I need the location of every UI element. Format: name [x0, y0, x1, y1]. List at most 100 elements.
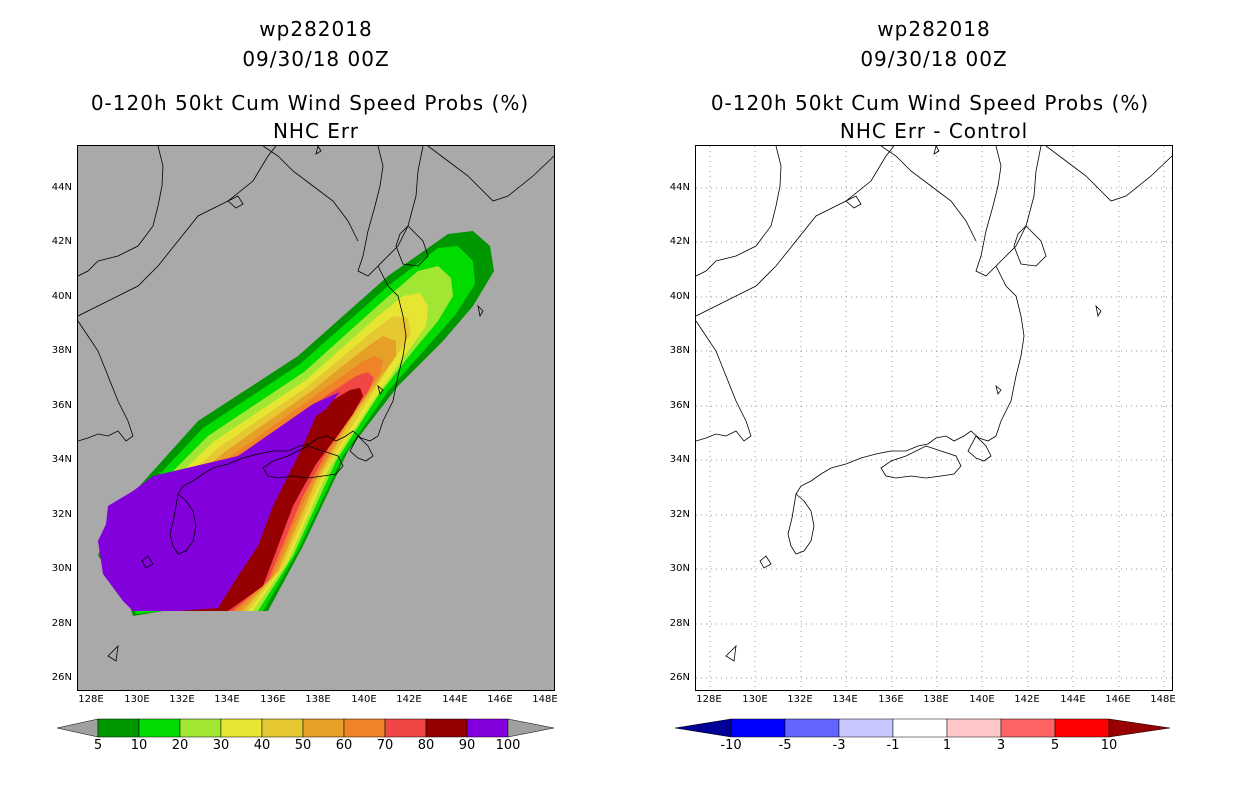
right-cbar-swatch	[838, 718, 894, 738]
right-cbar-label: 5	[1050, 738, 1060, 753]
right-lon-label: 146E	[1105, 694, 1131, 705]
left-cbar-label: 90	[458, 738, 476, 753]
right-cbar-label: 1	[942, 738, 952, 753]
right-lon-label: 144E	[1060, 694, 1086, 705]
right-cbar-swatch	[892, 718, 948, 738]
right-title-line2: 09/30/18 00Z	[860, 47, 1008, 71]
left-title-line3: 0-120h 50kt Cum Wind Speed Probs (%)	[90, 91, 530, 115]
left-cbar-label: 10	[130, 738, 148, 753]
right-lat-label: 28N	[669, 618, 690, 629]
left-title-line1: wp282018	[259, 17, 373, 41]
left-lat-label: 42N	[51, 236, 72, 247]
right-cbar-swatch	[784, 718, 840, 738]
left-map-panel	[77, 145, 555, 691]
left-cbar-label: 30	[212, 738, 230, 753]
right-lat-label: 40N	[669, 291, 690, 302]
left-lat-label: 36N	[51, 400, 72, 411]
left-lon-label: 134E	[214, 694, 240, 705]
right-cbar-cap-high	[1108, 718, 1171, 738]
left-lon-label: 146E	[487, 694, 513, 705]
right-lat-label: 32N	[669, 509, 690, 520]
left-lon-label: 138E	[305, 694, 331, 705]
left-lon-label: 144E	[442, 694, 468, 705]
right-cbar-swatch	[1000, 718, 1056, 738]
left-cbar-label: 5	[93, 738, 103, 753]
right-lon-label: 148E	[1150, 694, 1176, 705]
right-lon-label: 132E	[787, 694, 813, 705]
right-lat-label: 26N	[669, 672, 690, 683]
right-cbar-label: 10	[1100, 738, 1118, 753]
left-lat-label: 26N	[51, 672, 72, 683]
left-cbar-swatch	[466, 718, 509, 738]
left-cbar-label: 80	[417, 738, 435, 753]
left-title-line2: 09/30/18 00Z	[242, 47, 390, 71]
left-lon-label: 140E	[351, 694, 377, 705]
left-lat-label: 40N	[51, 291, 72, 302]
left-title-line4: NHC Err	[272, 119, 360, 143]
left-lon-label: 130E	[124, 694, 150, 705]
gridlines	[696, 146, 1172, 690]
left-lat-label: 34N	[51, 454, 72, 465]
left-lon-label: 132E	[169, 694, 195, 705]
right-lat-label: 36N	[669, 400, 690, 411]
left-lon-label: 128E	[78, 694, 104, 705]
left-lon-label: 136E	[260, 694, 286, 705]
right-cbar-cap-low	[675, 718, 732, 738]
right-lat-label: 38N	[669, 345, 690, 356]
right-cbar-label: -10	[720, 738, 742, 753]
right-lon-label: 134E	[832, 694, 858, 705]
right-map-panel	[695, 145, 1173, 691]
right-lat-label: 44N	[669, 182, 690, 193]
right-cbar-swatch	[1054, 718, 1110, 738]
left-lat-label: 44N	[51, 182, 72, 193]
left-cbar-swatch	[302, 718, 345, 738]
right-title-line3: 0-120h 50kt Cum Wind Speed Probs (%)	[710, 91, 1150, 115]
left-cbar-swatch	[138, 718, 181, 738]
right-lon-label: 130E	[742, 694, 768, 705]
left-cbar-swatch	[425, 718, 468, 738]
left-cbar-label: 100	[495, 738, 521, 753]
coastlines	[696, 146, 1172, 662]
left-cbar-swatch	[343, 718, 386, 738]
probability-swath	[98, 231, 494, 616]
right-title-line1: wp282018	[877, 17, 991, 41]
left-cbar-swatch	[179, 718, 222, 738]
left-lat-label: 32N	[51, 509, 72, 520]
left-lat-label: 38N	[51, 345, 72, 356]
left-cbar-label: 60	[335, 738, 353, 753]
left-lat-label: 30N	[51, 563, 72, 574]
left-cbar-swatch	[97, 718, 140, 738]
right-map-svg	[696, 146, 1172, 690]
left-cbar-swatch	[220, 718, 263, 738]
right-cbar-label: 3	[996, 738, 1006, 753]
left-map-svg	[78, 146, 554, 662]
right-cbar-label: -1	[886, 738, 900, 753]
left-lat-label: 28N	[51, 618, 72, 629]
left-cbar-label: 50	[294, 738, 312, 753]
right-cbar-label: -5	[778, 738, 792, 753]
coastlines	[78, 146, 554, 662]
right-lat-label: 34N	[669, 454, 690, 465]
right-lat-label: 42N	[669, 236, 690, 247]
left-cbar-label: 20	[171, 738, 189, 753]
left-cbar-cap-high	[507, 718, 555, 738]
right-lon-label: 140E	[969, 694, 995, 705]
left-cbar-label: 70	[376, 738, 394, 753]
left-lon-label: 148E	[532, 694, 558, 705]
left-cbar-swatch	[261, 718, 304, 738]
left-cbar-cap-low	[57, 718, 99, 738]
left-cbar-swatch	[384, 718, 427, 738]
left-cbar-label: 40	[253, 738, 271, 753]
right-title-line4: NHC Err - Control	[839, 119, 1029, 143]
left-lon-label: 142E	[396, 694, 422, 705]
right-cbar-swatch	[730, 718, 786, 738]
left-colorbar	[57, 718, 555, 738]
right-lon-label: 142E	[1014, 694, 1040, 705]
right-lat-label: 30N	[669, 563, 690, 574]
right-lon-label: 128E	[696, 694, 722, 705]
right-colorbar	[675, 718, 1171, 738]
prob-band-100	[98, 392, 340, 611]
right-cbar-swatch	[946, 718, 1002, 738]
right-lon-label: 136E	[878, 694, 904, 705]
right-cbar-label: -3	[832, 738, 846, 753]
